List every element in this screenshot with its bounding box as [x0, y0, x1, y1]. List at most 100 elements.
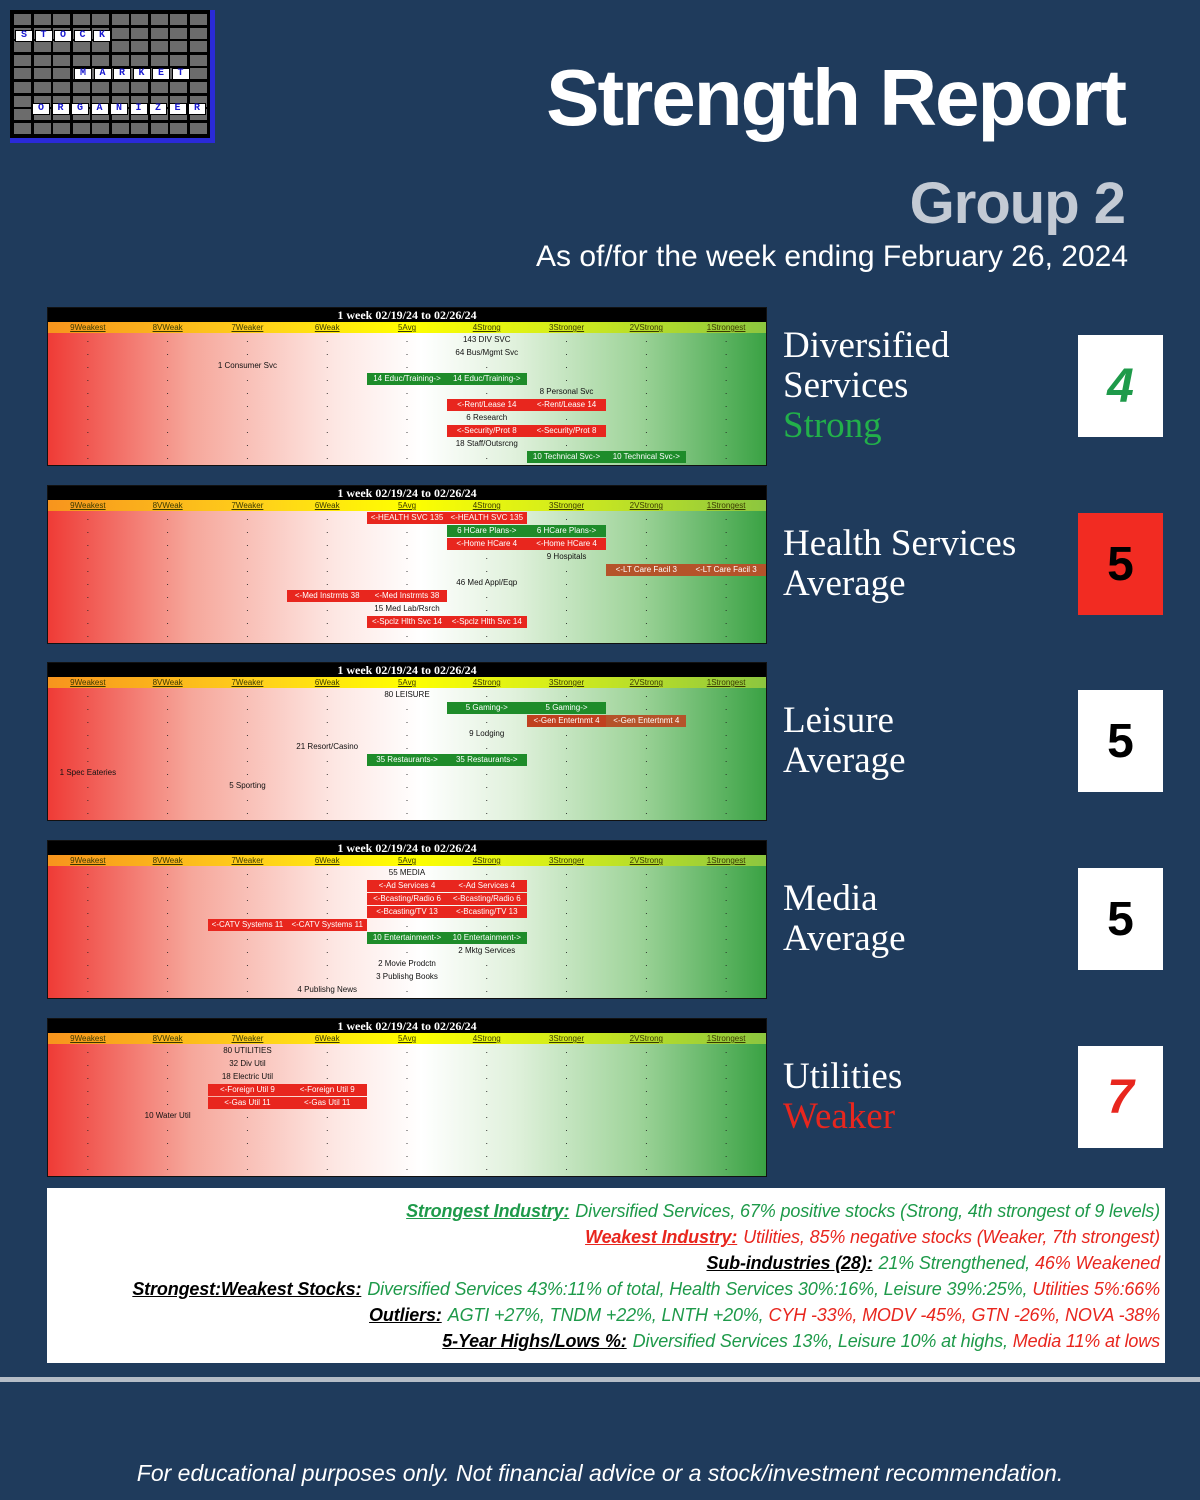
level-label: 4Strong [472, 678, 501, 687]
dot: . [166, 688, 169, 699]
dot: . [485, 1135, 489, 1146]
dot: . [86, 727, 90, 738]
industry-status: Weaker [783, 1096, 896, 1137]
sub-industry: 9 Lodging [469, 728, 505, 738]
sub-industry: 18 Staff/Outsrcng [455, 438, 518, 448]
logo-letter-box [188, 103, 206, 115]
logo-cell [14, 109, 31, 121]
dot: . [246, 766, 249, 777]
level-label: 3Stronger [548, 323, 585, 332]
sub-industry: <-HEALTH SVC 135 [446, 511, 527, 524]
logo-letter-box [71, 103, 89, 115]
dot: . [246, 511, 249, 522]
dot: . [485, 918, 489, 929]
summary-line: Sub-industries (28): 21% Strengthened, 46%… [706, 1250, 1160, 1276]
summary-text: AGTI +27%, TNDM +22%, LNTH +20%, [447, 1305, 764, 1325]
logo-letter-box [73, 30, 92, 42]
dot: . [405, 1135, 409, 1146]
sub-industry: <-Bcasting/Radio 6 [446, 892, 527, 905]
level-label: 5Avg [397, 678, 417, 687]
dot: . [724, 576, 728, 587]
level-label: 4Strong [472, 501, 501, 510]
dot: . [485, 714, 489, 725]
sub-industry: 1 Spec Eateries [59, 767, 117, 777]
level-label: 8VWeak [152, 501, 183, 510]
title: Strength Report [546, 53, 1127, 142]
dot: . [485, 1122, 489, 1133]
dot: . [325, 524, 329, 535]
dot: . [166, 576, 169, 587]
dot: . [246, 372, 249, 383]
dot: . [565, 892, 568, 903]
dot: . [645, 1122, 648, 1133]
dot: . [166, 398, 169, 409]
industry-name: Leisure [783, 700, 894, 741]
logo-letter-box [54, 30, 72, 42]
dot: . [485, 628, 489, 639]
dot: . [405, 766, 409, 777]
industry-label: Leisure Average [783, 690, 1073, 792]
dot: . [724, 918, 728, 929]
sub-industry: 14 Educ/Training-> [446, 372, 527, 385]
dot: . [485, 970, 489, 981]
score-box: 4 [1078, 335, 1163, 437]
sub-industry: <-Spclz Hlth Svc 14 [446, 615, 527, 628]
sub-industry: 32 Div Util [229, 1058, 266, 1068]
dot: . [86, 424, 90, 435]
dot: . [645, 944, 648, 955]
sub-industry: 10 Entertainment-> [367, 931, 447, 944]
dot: . [724, 1135, 728, 1146]
logo-cell [170, 14, 187, 25]
industry-label: Utilities Weaker [783, 1046, 1073, 1148]
dot: . [724, 537, 728, 548]
sub-industry: <-Home HCare 4 [446, 537, 527, 550]
dot: . [645, 688, 648, 699]
logo-cell [14, 54, 31, 66]
dot: . [485, 1070, 489, 1081]
dot: . [166, 424, 169, 435]
dot: . [565, 1135, 568, 1146]
level-label: 8VWeak [152, 1034, 183, 1043]
score-box: 5 [1078, 513, 1163, 615]
level-label: 1Strongest [706, 323, 746, 332]
logo-cell [150, 41, 168, 53]
dot: . [325, 615, 329, 626]
sub-industry: <-Home HCare 4 [526, 537, 607, 550]
dot: . [325, 866, 329, 877]
dot: . [86, 1083, 90, 1094]
logo-cell [53, 82, 70, 93]
dot: . [485, 740, 489, 751]
logo-letter-box [51, 103, 70, 115]
level-label: 9Weakest [70, 323, 106, 332]
dot: . [86, 589, 90, 600]
dot: . [724, 957, 728, 968]
dot: . [246, 537, 249, 548]
dot: . [246, 1135, 249, 1146]
sub-industry: <-Gen Entertnmt 4 [526, 714, 607, 727]
dot: . [645, 792, 648, 803]
summary-label: Sub-industries (28): [706, 1253, 873, 1273]
sub-industry: 46 Med Appl/Eqp [456, 577, 518, 587]
dot: . [645, 1057, 648, 1068]
dot: . [724, 333, 728, 344]
dot: . [405, 792, 409, 803]
logo-cell [92, 82, 109, 93]
dot: . [166, 931, 169, 942]
level-label: 6Weak [314, 678, 340, 687]
dot: . [565, 1096, 568, 1107]
score: 7 [1107, 1070, 1134, 1124]
dot: . [645, 970, 648, 981]
dot: . [166, 628, 169, 639]
dot: . [405, 740, 409, 751]
logo-cell [131, 14, 148, 25]
dot: . [724, 983, 728, 994]
dot: . [86, 753, 90, 764]
dot: . [325, 1148, 329, 1159]
dot: . [246, 589, 249, 600]
dot: . [565, 563, 568, 574]
logo-cell [33, 82, 51, 93]
dot: . [325, 766, 329, 777]
dot: . [325, 1070, 329, 1081]
dot: . [86, 511, 90, 522]
dot: . [325, 970, 329, 981]
